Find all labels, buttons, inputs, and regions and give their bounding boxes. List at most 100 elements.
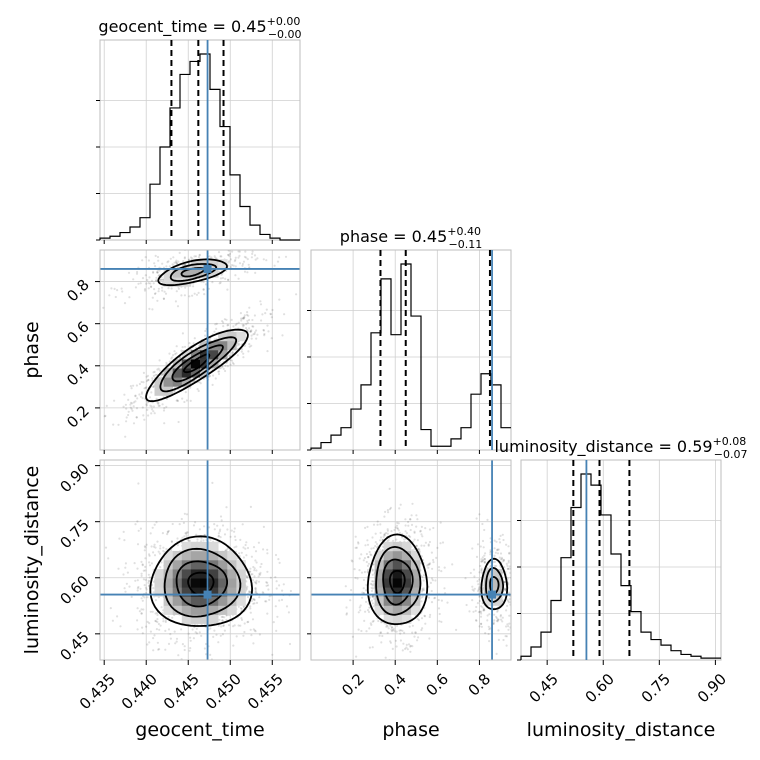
density-cell [209, 541, 219, 552]
sample-point [167, 260, 170, 263]
sample-point [413, 538, 416, 541]
sample-point [213, 523, 216, 526]
sample-point [218, 370, 221, 373]
sample-point [152, 649, 155, 652]
sample-point [179, 247, 181, 249]
density-cell [154, 377, 164, 387]
sample-point [397, 522, 400, 525]
sample-point [411, 624, 414, 627]
sample-point [218, 530, 221, 533]
sample-point [354, 576, 357, 580]
sample-point [243, 630, 246, 634]
sample-point [482, 607, 485, 610]
density-cell [411, 587, 421, 597]
sample-point [161, 532, 164, 535]
sample-point [159, 374, 162, 377]
sample-point [374, 532, 377, 535]
sample-point [244, 543, 247, 547]
sample-point [141, 397, 144, 400]
sample-point [133, 562, 136, 565]
sample-point [251, 325, 254, 328]
sample-point [147, 579, 150, 582]
sample-point [169, 637, 172, 640]
sample-point [407, 520, 410, 524]
sample-point [219, 670, 221, 672]
sample-point [246, 321, 249, 324]
sample-point [480, 558, 483, 561]
sample-point [417, 619, 420, 622]
sample-point [215, 327, 218, 330]
y-tick-label: 0.60 [56, 572, 92, 608]
sample-point [421, 595, 424, 598]
density-cell [181, 578, 192, 588]
sample-point [501, 620, 504, 623]
sample-point [421, 589, 424, 592]
sample-point [499, 558, 503, 561]
sample-point [189, 399, 192, 402]
sample-point [104, 546, 108, 549]
sample-point [178, 523, 181, 526]
sample-point [225, 506, 228, 509]
sample-point [170, 540, 173, 544]
sample-point [142, 381, 145, 384]
sample-point [198, 380, 201, 384]
density-cell [209, 605, 219, 615]
sample-point [156, 611, 159, 615]
sample-point [407, 534, 411, 537]
sample-point [135, 272, 139, 275]
sample-point [175, 290, 178, 293]
sample-point [158, 628, 161, 631]
sample-point [386, 532, 389, 535]
sample-point [183, 512, 186, 515]
sample-point [266, 350, 269, 353]
sample-point [146, 374, 150, 377]
density-cell [374, 569, 384, 579]
sample-point [506, 577, 509, 580]
sample-point [167, 642, 171, 646]
sample-point [141, 563, 144, 566]
sample-point [395, 630, 398, 633]
sample-point [144, 274, 147, 277]
density-cell [218, 596, 228, 606]
sample-point [227, 278, 230, 281]
sample-point [146, 596, 149, 599]
sample-point [134, 400, 137, 403]
sample-point [222, 367, 225, 370]
sample-point [219, 367, 222, 370]
panel-title-luminosity_distance: luminosity_distance = 0.59+0.08 −0.07 [494, 435, 747, 461]
sample-point [262, 548, 265, 551]
sample-point [367, 610, 371, 614]
sample-point [515, 615, 517, 617]
sample-point [437, 566, 441, 569]
sample-point [225, 618, 228, 622]
density-cell [200, 560, 210, 570]
sample-point [368, 646, 371, 649]
sample-point [188, 539, 191, 542]
sample-point [147, 287, 150, 290]
sample-point [229, 363, 232, 366]
sample-point [401, 536, 404, 539]
sample-point [512, 577, 514, 579]
sample-point [438, 612, 441, 616]
density-cell [181, 605, 192, 615]
sample-point [480, 560, 483, 563]
sample-point [379, 536, 383, 539]
sample-point [215, 322, 218, 325]
sample-point [150, 562, 153, 565]
sample-point [249, 567, 252, 570]
sample-point [420, 600, 423, 603]
sample-point [155, 521, 158, 524]
sample-point [145, 403, 148, 406]
sample-point [140, 597, 143, 600]
density-cell [411, 605, 421, 615]
sample-point [413, 530, 416, 533]
sample-point [169, 633, 172, 636]
sample-point [242, 556, 245, 559]
sample-point [505, 609, 508, 612]
sample-point [226, 547, 229, 550]
density-cell [374, 587, 384, 597]
sample-point [483, 528, 486, 532]
sample-point [357, 628, 360, 631]
sample-point [437, 607, 441, 610]
sample-point [416, 518, 419, 521]
